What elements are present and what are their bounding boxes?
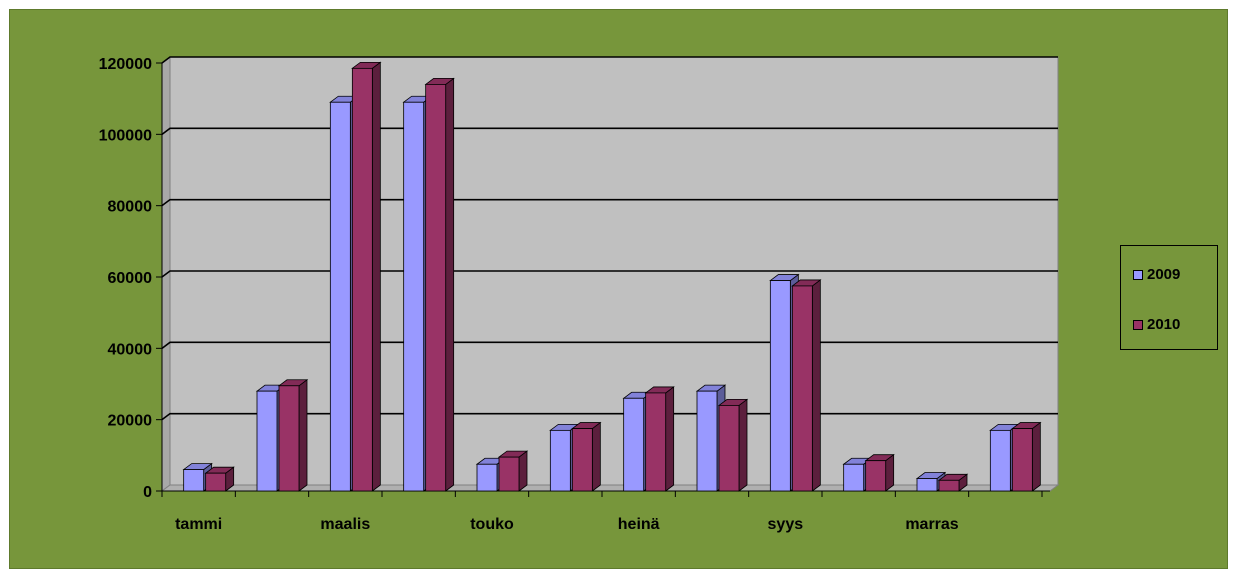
bar-front bbox=[769, 280, 791, 492]
bar-front bbox=[425, 84, 447, 492]
bar-side bbox=[518, 450, 528, 492]
bar-2010 bbox=[424, 77, 455, 492]
bar-2010 bbox=[571, 421, 602, 492]
y-tick-label: 80000 bbox=[108, 199, 153, 216]
legend-label-2009: 2009 bbox=[1147, 266, 1181, 283]
bars bbox=[182, 61, 1042, 492]
bar-front bbox=[476, 463, 498, 492]
bar-front bbox=[183, 469, 205, 492]
bar-side bbox=[665, 386, 675, 492]
bar-front bbox=[938, 479, 960, 492]
bar-2010 bbox=[204, 466, 235, 492]
bar-front bbox=[498, 456, 520, 492]
bar-front bbox=[645, 392, 667, 492]
y-axis-ticks: 0 20000 40000 60000 80000 100000 120000 bbox=[99, 56, 163, 501]
gridline bbox=[161, 56, 1058, 64]
bar-side bbox=[445, 77, 455, 492]
bar-front bbox=[351, 67, 373, 492]
bar-side bbox=[738, 398, 748, 492]
legend-item-2009: 2009 bbox=[1133, 266, 1180, 283]
gridlines bbox=[161, 56, 1058, 421]
y-tick-label: 0 bbox=[143, 484, 152, 501]
bar-2010 bbox=[864, 453, 895, 492]
legend-label-2010: 2010 bbox=[1147, 316, 1181, 333]
x-tick-label: heinä bbox=[618, 516, 660, 533]
bar-2010 bbox=[717, 398, 749, 492]
gridline bbox=[161, 127, 1058, 135]
bar-front bbox=[256, 390, 278, 492]
legend-item-2010: 2010 bbox=[1133, 316, 1180, 333]
bar-front bbox=[278, 385, 300, 492]
legend-swatch-2010 bbox=[1133, 319, 1143, 330]
bar-front bbox=[843, 463, 865, 492]
bar-front bbox=[718, 404, 740, 492]
x-axis-ticks: tammi maalis touko heinä syys marras bbox=[161, 490, 1050, 533]
bar-2010 bbox=[497, 450, 529, 492]
y-tick-label: 40000 bbox=[108, 341, 153, 358]
bar-2010 bbox=[791, 279, 822, 492]
bar-front bbox=[865, 460, 887, 492]
bar-side bbox=[811, 279, 821, 492]
legend-swatch-2009 bbox=[1133, 269, 1143, 280]
x-tick-label: syys bbox=[768, 516, 804, 533]
bar-2010 bbox=[351, 61, 382, 492]
bar-side bbox=[591, 421, 601, 492]
bar-2010 bbox=[1011, 421, 1042, 492]
bar-front bbox=[1011, 428, 1033, 492]
x-tick-label: tammi bbox=[175, 516, 222, 533]
bar-front bbox=[791, 285, 813, 492]
bar-side bbox=[1031, 421, 1041, 492]
bar-front bbox=[623, 397, 645, 492]
x-tick-label: maalis bbox=[320, 516, 370, 533]
bar-front bbox=[403, 101, 425, 492]
bar-side bbox=[298, 378, 308, 492]
bar-front bbox=[916, 478, 938, 492]
bar-front bbox=[696, 390, 718, 492]
x-tick-label: marras bbox=[905, 516, 958, 533]
y-tick-label: 20000 bbox=[108, 413, 153, 430]
bar-2010 bbox=[644, 386, 675, 492]
gridline bbox=[161, 198, 1058, 207]
gridline bbox=[161, 341, 1058, 349]
bar-front bbox=[329, 101, 351, 492]
bar-2010 bbox=[937, 473, 969, 492]
bar-2010 bbox=[277, 378, 309, 492]
bar-front bbox=[549, 429, 571, 492]
bar-front bbox=[571, 428, 593, 492]
gridline bbox=[161, 412, 1058, 421]
bar-side bbox=[371, 61, 381, 492]
bar-front bbox=[989, 429, 1011, 492]
y-tick-label: 120000 bbox=[99, 56, 152, 73]
x-tick-label: touko bbox=[470, 516, 514, 533]
bar-front bbox=[205, 472, 227, 492]
gridline bbox=[161, 270, 1058, 278]
y-tick-label: 60000 bbox=[108, 270, 153, 287]
legend: 2009 2010 bbox=[1120, 245, 1218, 350]
y-tick-label: 100000 bbox=[99, 127, 152, 144]
